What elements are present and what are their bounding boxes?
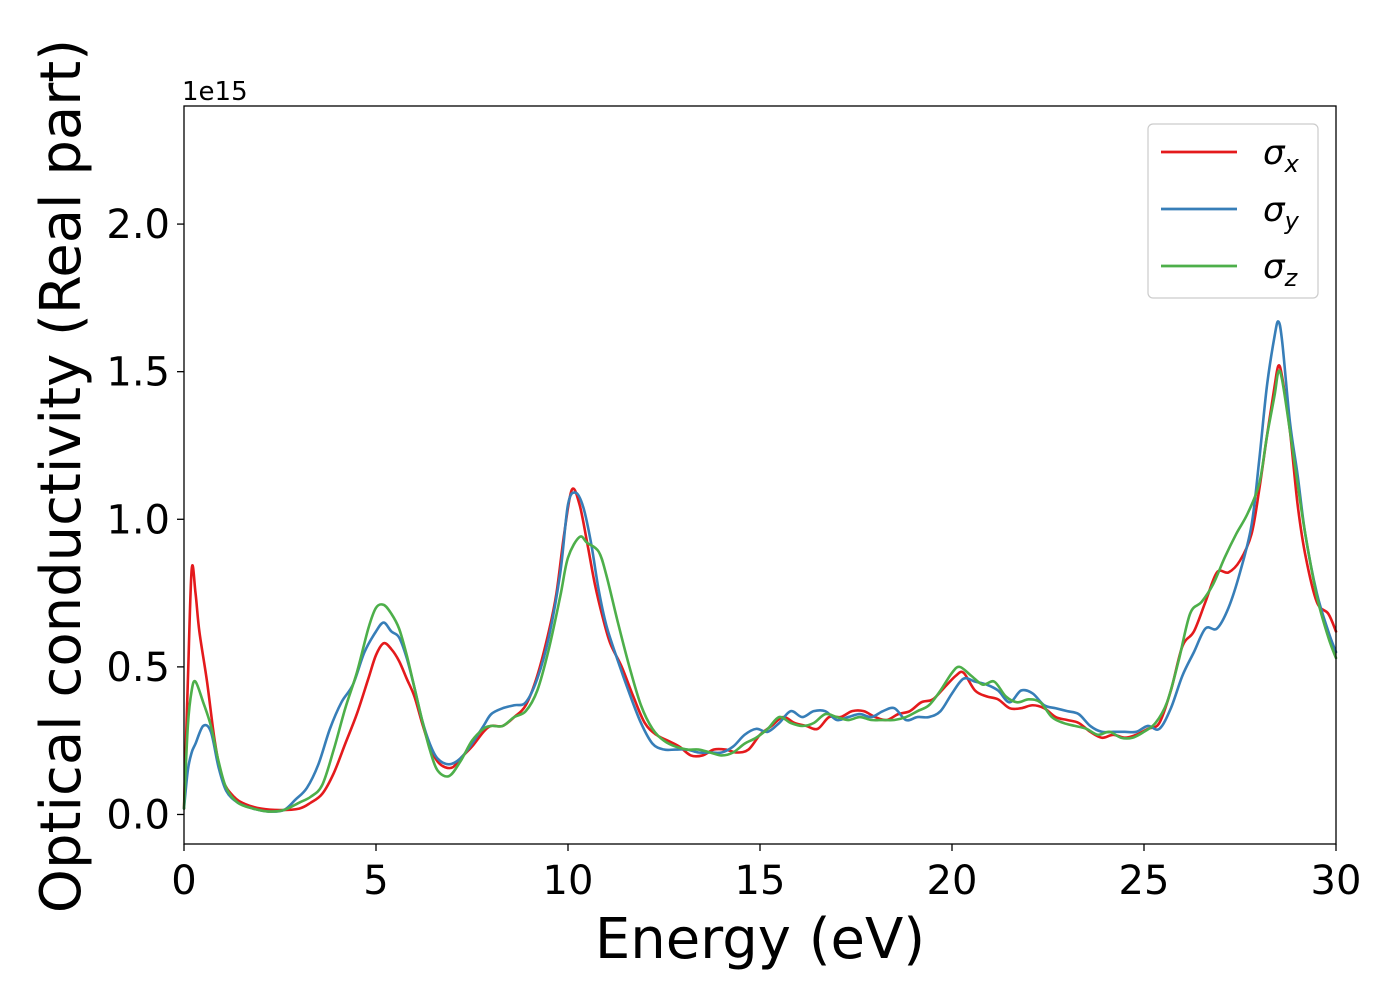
x-tick-label: 30	[1311, 858, 1362, 904]
legend-label-sigma-y: σy	[1263, 190, 1300, 235]
legend-label-sigma-z: σz	[1263, 247, 1299, 292]
x-tick-label: 15	[735, 858, 786, 904]
x-tick-label: 25	[1119, 858, 1170, 904]
y-offset-label: 1e15	[182, 77, 248, 107]
plot-area	[184, 106, 1336, 844]
x-axis-ticks: 0 5 10 15 20 25 30	[171, 844, 1361, 904]
series-layer	[182, 320, 1338, 813]
legend: σx σy σz	[1147, 123, 1319, 299]
y-tick-label: 2.0	[106, 202, 170, 248]
x-tick-label: 10	[543, 858, 594, 904]
x-axis-label: Energy (eV)	[595, 907, 925, 972]
series-line-sigma-y	[182, 320, 1338, 813]
y-axis-label: Optical conductivity (Real part)	[29, 39, 94, 913]
series-line-sigma-z	[182, 369, 1338, 813]
y-axis-ticks: 0.0 0.5 1.0 1.5 2.0	[106, 202, 184, 838]
y-tick-label: 0.5	[106, 645, 170, 691]
y-tick-label: 1.0	[106, 497, 170, 543]
x-tick-label: 20	[927, 858, 978, 904]
legend-label-sigma-x: σx	[1263, 133, 1300, 178]
x-tick-label: 0	[171, 858, 196, 904]
y-tick-label: 1.5	[106, 350, 170, 396]
legend-box	[1147, 123, 1319, 299]
x-tick-label: 5	[363, 858, 388, 904]
y-tick-label: 0.0	[106, 792, 170, 838]
